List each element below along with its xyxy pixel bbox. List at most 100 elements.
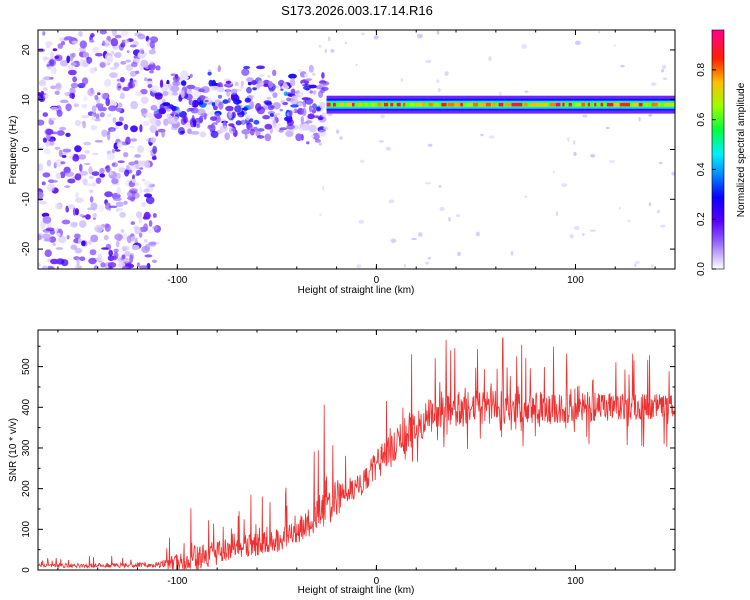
spectrogram-noise-blob [86,56,93,64]
spectrogram-noise-blob [104,223,111,232]
spectrogram-noise-blob [79,40,88,49]
spectrogram-noise-blob [135,173,140,177]
spectrogram-noise-blob [59,126,67,131]
spectrogram-noise-blob [52,48,58,52]
spectrogram-noise-blob [217,94,223,99]
spectrogram-noise-blob [638,117,641,122]
spectrogram-noise-blob [106,55,113,64]
spectrogram-noise-blob [54,146,61,150]
spectrogram-noise-blob [152,213,157,218]
spectrogram-noise-blob [148,220,153,227]
spectrogram-noise-blob [124,39,130,44]
spectrogram-noise-blob [92,152,99,156]
spectrogram-noise-blob [425,59,432,64]
spectrogram-noise-blob [143,223,149,232]
spectrogram-noise-blob [411,237,417,241]
spectrogram-noise-blob [43,87,48,91]
spectrogram-signal-peak [524,102,528,107]
spectrogram-noise-blob [297,102,304,110]
spectrogram-noise-blob [488,56,492,62]
spectrogram-signal-peak [473,102,478,107]
spectrogram-noise-blob [147,228,153,234]
spectrogram-noise-blob [89,39,95,43]
spectrogram-noise-blob [125,59,132,63]
spectrogram-noise-blob [498,91,502,96]
spectrogram-noise-blob [81,114,89,119]
spectrogram-noise-blob [574,40,581,45]
spectrogram-noise-blob [42,172,51,178]
spectrogram-noise-blob [300,116,304,125]
spectrogram-noise-blob [57,235,67,244]
spectrogram-signal-peak [479,102,486,107]
spectrogram-noise-blob [48,179,58,183]
spectrogram-noise-blob [90,33,95,38]
spectrogram-noise-blob [283,91,288,96]
spectrogram-noise-blob [480,133,484,137]
spectrogram-noise-blob [290,88,296,96]
spectrogram-noise-blob [417,232,423,238]
spectrogram-noise-blob [141,178,146,182]
spectrogram-noise-blob [113,62,120,68]
spectrogram-noise-blob [661,64,667,70]
spectrogram-noise-blob [187,128,192,135]
spectrogram-noise-blob [74,119,81,127]
spectrogram-noise-blob [134,154,141,158]
spectrogram-noise-blob [152,225,158,230]
spectrogram-signal-peak [651,102,659,107]
spectrogram-noise-blob [297,69,303,73]
spectrogram-signal-peak [447,102,456,107]
spectrogram-noise-blob [112,197,122,201]
spectrogram-noise-blob [189,73,193,78]
spectrogram-noise-blob [247,81,252,86]
spectrogram-noise-blob [427,257,432,260]
spectrogram-noise-blob [317,129,327,137]
spectrogram-noise-blob [117,102,123,108]
spectrogram-noise-blob [258,74,265,77]
spectrogram-noise-blob [114,52,122,58]
spectrogram-noise-blob [144,243,151,252]
spectrogram-noise-blob [79,256,86,262]
spectrogram-noise-blob [199,131,207,138]
spectrogram-noise-blob [456,214,460,217]
spectrogram-noise-blob [121,245,130,251]
spectrogram-noise-blob [150,137,156,144]
spectrogram-noise-blob [634,260,640,265]
spectrogram-noise-blob [243,65,251,70]
spectrogram-x-tick-label: 100 [567,275,584,286]
spectrogram-signal-peak [409,102,415,107]
spectrogram-noise-blob [225,80,232,85]
spectrogram-noise-blob [207,125,216,130]
spectrogram-noise-blob [172,75,180,82]
spectrogram-noise-blob [605,126,610,130]
spectrogram-noise-blob [45,128,54,135]
spectrogram-noise-blob [101,107,107,112]
spectrogram-noise-blob [100,262,106,268]
spectrogram-noise-blob [650,82,657,86]
spectrogram-noise-blob [75,208,79,216]
spectrogram-noise-blob [613,44,617,47]
spectrogram-noise-blob [78,154,87,160]
spectrogram-noise-blob [150,105,158,111]
spectrogram-noise-blob [99,173,106,178]
spectrogram-noise-blob [267,75,271,78]
spectrogram-noise-blob [55,247,64,250]
spectrogram-noise-blob [56,130,65,136]
spectrogram-noise-blob [139,48,145,54]
spectrogram-noise-blob [308,64,314,73]
spectrogram-noise-blob [171,91,179,96]
spectrogram-noise-blob [140,88,148,95]
spectrogram-noise-blob [69,53,74,62]
spectrogram-noise-blob [380,114,386,119]
spectrogram-noise-blob [74,173,82,181]
spectrogram-noise-blob [81,77,89,85]
spectrogram-noise-blob [107,113,112,118]
spectrogram-noise-blob [181,80,187,86]
spectrogram-noise-blob [127,81,135,89]
spectrogram-noise-blob [143,238,148,243]
spectrogram-noise-blob [50,258,59,265]
spectrogram-noise-blob [119,92,125,100]
spectrogram-signal-peak [530,102,539,107]
spectrogram-noise-blob [103,234,109,241]
